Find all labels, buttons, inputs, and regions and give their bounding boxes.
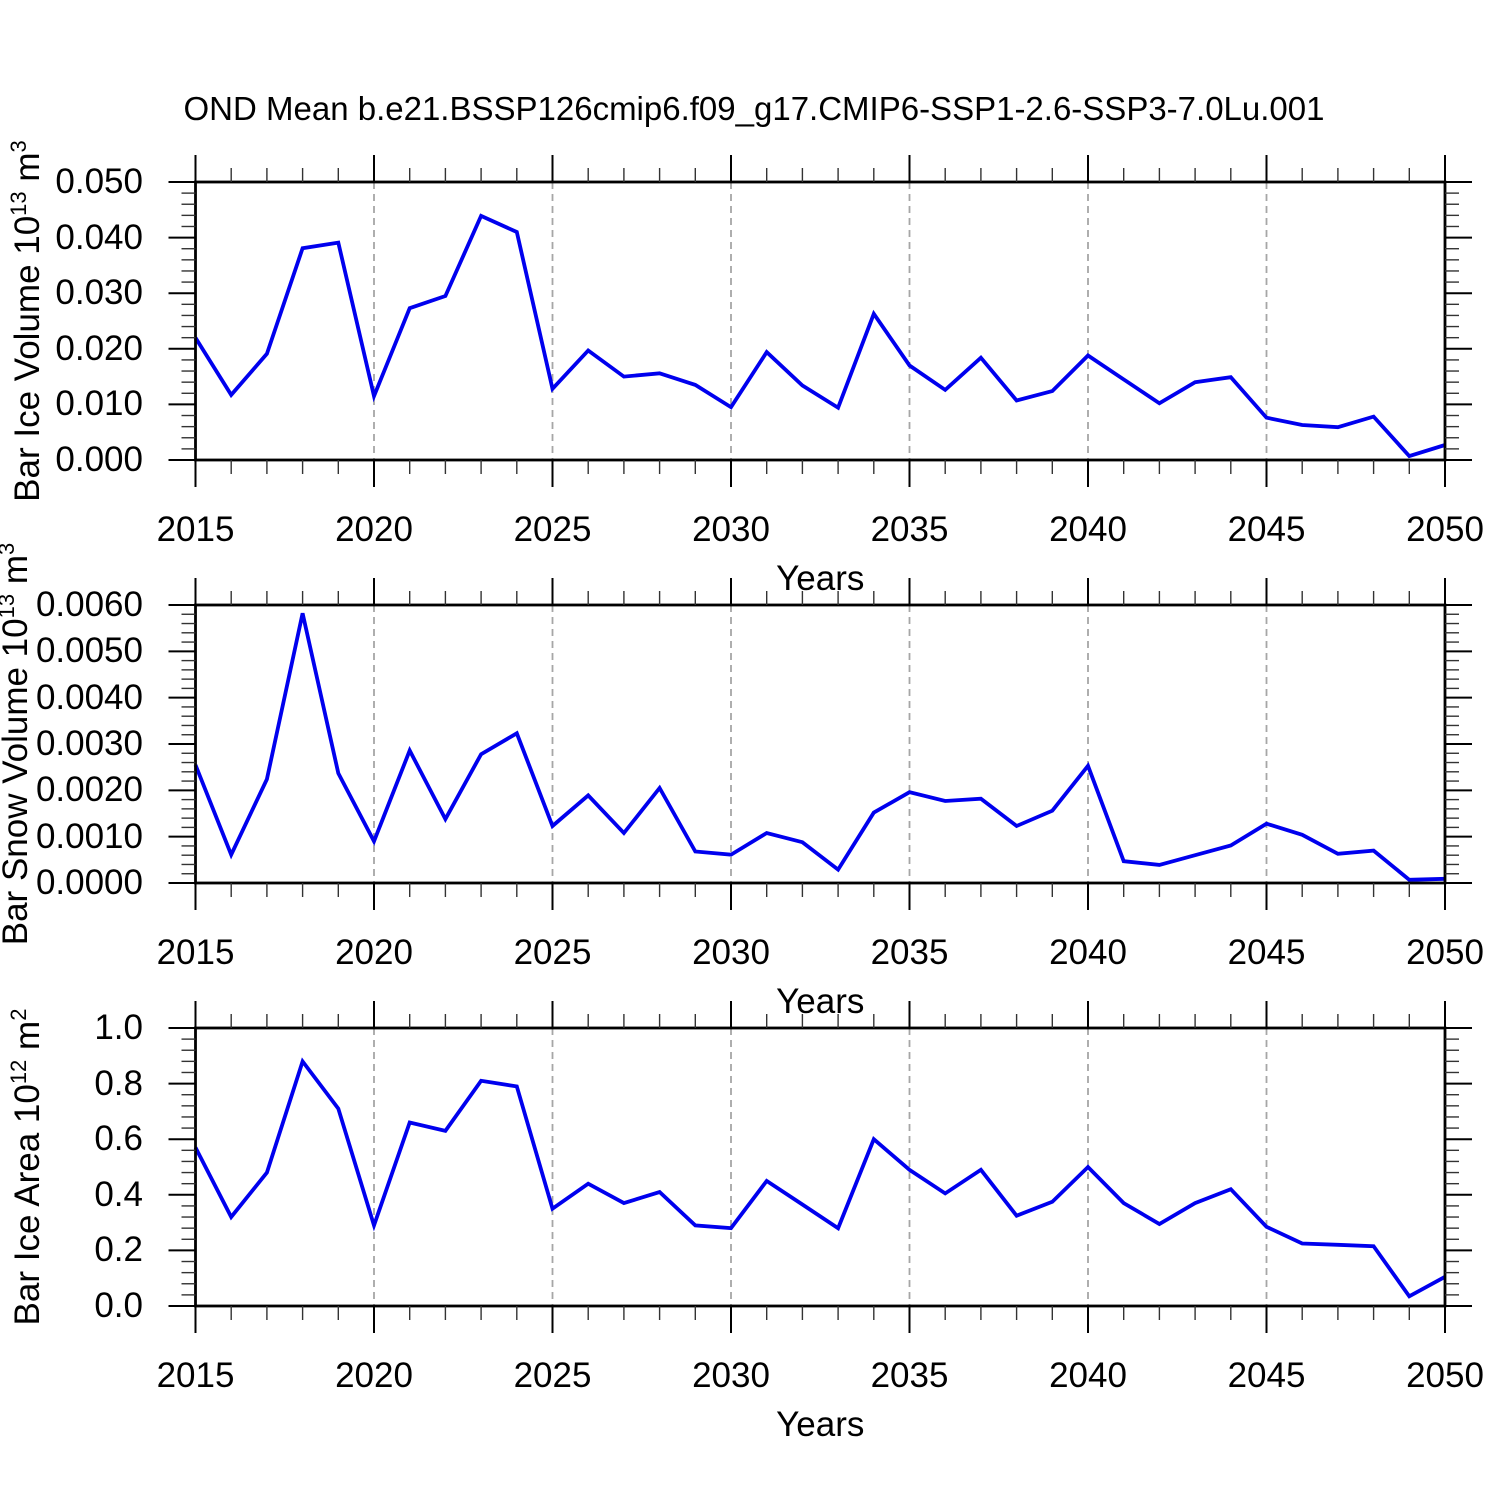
x-tick-label: 2050 [1406, 510, 1484, 549]
y-tick-label: 0.010 [55, 384, 143, 424]
y-tick-label: 0.0060 [35, 585, 143, 624]
plot-frame [194, 603, 1447, 885]
y-axis-title: Bar Ice Volume 1013 m3 [6, 140, 47, 502]
y-tick-label: 0.0010 [35, 816, 143, 856]
chart-title: OND Mean b.e21.BSSP126cmip6.f09_g17.CMIP… [183, 90, 1325, 127]
y-tick-label: 1.0 [94, 1008, 143, 1047]
y-tick-label: 0.4 [94, 1174, 143, 1214]
x-tick-label: 2030 [692, 1356, 770, 1395]
y-tick-label: 0.0050 [35, 631, 143, 671]
x-tick-label: 2040 [1049, 1356, 1127, 1395]
y-tick-label: 0.0 [94, 1286, 143, 1325]
data-line [193, 213, 1446, 459]
x-tick-label: 2025 [513, 933, 592, 972]
x-axis-title: Years [776, 1405, 865, 1444]
x-axis-title: Years [776, 559, 865, 598]
x-tick-label: 2035 [870, 1356, 949, 1395]
x-tick-label: 2020 [335, 1356, 413, 1395]
y-axis-title: Bar Ice Area 1012 m2 [6, 1008, 47, 1326]
x-tick-label: 2050 [1406, 933, 1484, 972]
x-tick-label: 2030 [692, 510, 770, 549]
y-tick-label: 0.040 [55, 217, 143, 257]
x-tick-label: 2050 [1406, 1356, 1484, 1395]
x-tick-label: 2025 [513, 1356, 592, 1395]
x-tick-label: 2015 [156, 510, 235, 549]
x-tick-label: 2045 [1227, 1356, 1306, 1395]
y-tick-label: 0.0030 [35, 724, 143, 763]
y-tick-label: 0.000 [55, 440, 143, 479]
x-tick-label: 2015 [156, 1356, 235, 1395]
y-tick-label: 0.0040 [35, 677, 143, 717]
x-tick-label: 2045 [1227, 933, 1306, 972]
y-tick-label: 0.8 [94, 1063, 143, 1103]
plot-frame [194, 180, 1447, 462]
y-tick-label: 0.020 [55, 328, 143, 368]
data-line [193, 612, 1446, 882]
x-tick-label: 2035 [870, 933, 949, 972]
x-tick-label: 2020 [335, 933, 413, 972]
y-tick-label: 0.6 [94, 1119, 143, 1159]
y-tick-label: 0.2 [94, 1230, 143, 1270]
y-axis-title: Bar Snow Volume 1013 m3 [0, 543, 35, 946]
plot-area-1 [168, 155, 1472, 487]
plot-area-3 [168, 1001, 1472, 1333]
plot-area-2 [168, 578, 1472, 910]
x-tick-label: 2030 [692, 933, 770, 972]
x-tick-label: 2040 [1049, 510, 1127, 549]
x-tick-label: 2040 [1049, 933, 1127, 972]
x-tick-label: 2045 [1227, 510, 1306, 549]
x-tick-label: 2015 [156, 933, 235, 972]
x-axis-title: Years [776, 982, 865, 1021]
plot-frame [194, 1026, 1447, 1308]
data-line [193, 1057, 1446, 1299]
y-tick-label: 0.0020 [35, 770, 143, 810]
x-tick-label: 2020 [335, 510, 413, 549]
y-tick-label: 0.030 [55, 273, 143, 313]
y-tick-label: 0.0000 [35, 863, 143, 902]
x-tick-label: 2035 [870, 510, 949, 549]
x-tick-label: 2025 [513, 510, 592, 549]
y-tick-label: 0.050 [55, 162, 143, 201]
